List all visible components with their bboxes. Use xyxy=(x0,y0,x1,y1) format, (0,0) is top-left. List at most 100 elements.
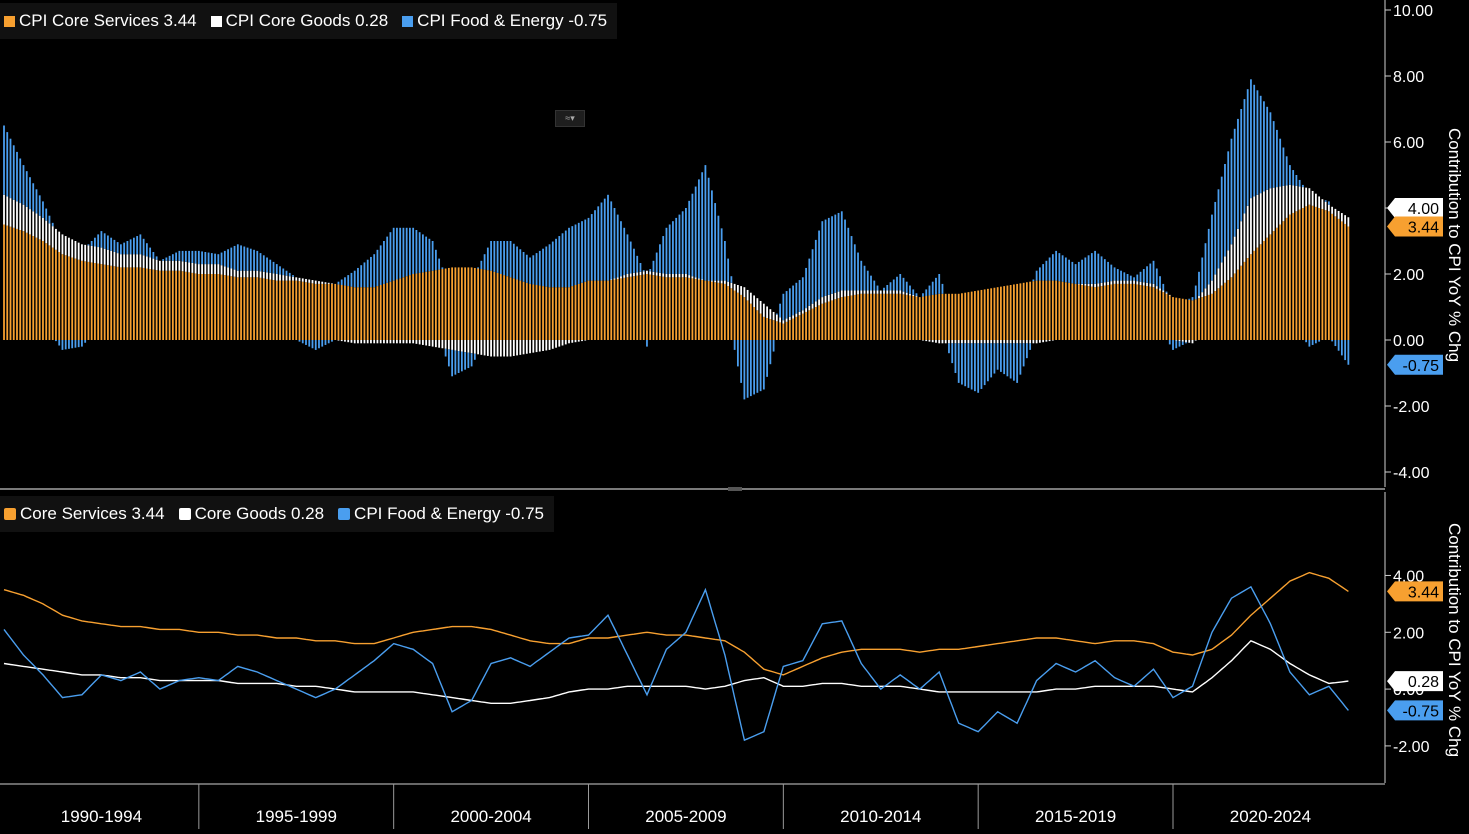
bar-core-goods xyxy=(561,340,564,346)
bar-core-goods xyxy=(818,299,820,306)
bar-core-goods xyxy=(655,272,658,276)
bar-core-services xyxy=(405,276,408,340)
panel-resize-handle[interactable] xyxy=(728,487,742,491)
bar-food-energy xyxy=(1032,279,1035,282)
bar-core-services xyxy=(1084,285,1087,340)
bar-core-services xyxy=(1103,285,1106,340)
legend-item-core-goods[interactable]: CPI Core Goods 0.28 xyxy=(210,11,388,31)
x-tick-label: 2020-2024 xyxy=(1230,807,1311,826)
bar-core-services xyxy=(55,249,57,340)
bar-core-goods xyxy=(194,263,197,274)
bar-core-services xyxy=(1071,283,1074,340)
bar-food-energy xyxy=(509,241,512,278)
bar-core-services xyxy=(1165,293,1168,340)
bar-core-services xyxy=(905,294,908,340)
bar-food-energy xyxy=(171,254,174,261)
bar-core-services xyxy=(506,276,509,340)
bar-core-goods xyxy=(785,318,788,322)
bar-food-energy xyxy=(269,259,272,273)
bar-food-energy xyxy=(1237,118,1239,229)
bar-food-energy xyxy=(831,216,833,294)
bar-core-goods xyxy=(418,340,421,345)
bar-core-goods xyxy=(314,280,317,284)
bar-core-goods xyxy=(1136,281,1139,285)
bar-core-goods xyxy=(107,249,109,266)
bar-food-energy xyxy=(376,249,379,287)
bar-food-energy xyxy=(1146,266,1148,283)
bar-core-services xyxy=(847,296,850,340)
bar-food-energy xyxy=(370,256,372,288)
bar-core-services xyxy=(454,267,457,340)
bar-core-goods xyxy=(477,340,479,355)
bar-food-energy xyxy=(886,285,889,291)
bar-food-energy xyxy=(821,221,824,298)
bar-food-energy xyxy=(1289,165,1291,185)
bar-food-energy xyxy=(948,343,950,354)
bar-core-services xyxy=(876,293,879,340)
bar-food-energy xyxy=(84,340,87,343)
bar-core-services xyxy=(909,295,911,340)
bar-core-goods xyxy=(357,340,359,344)
bar-food-energy xyxy=(1266,106,1269,190)
bar-core-goods xyxy=(1188,340,1191,343)
bar-core-services xyxy=(145,268,148,340)
bar-food-energy xyxy=(633,248,635,273)
bar-core-goods xyxy=(529,340,531,354)
bar-core-services xyxy=(191,272,194,340)
bar-food-energy xyxy=(788,288,791,317)
bar-core-goods xyxy=(584,340,587,341)
bar-core-services xyxy=(483,269,486,340)
chart-type-dropdown[interactable]: ≈▾ xyxy=(555,110,585,127)
legend-item-core-services[interactable]: CPI Core Services 3.44 xyxy=(4,11,197,31)
bar-core-goods xyxy=(438,340,441,348)
bar-core-goods xyxy=(383,340,385,344)
bar-food-energy xyxy=(775,313,778,315)
bar-food-energy xyxy=(636,255,639,273)
bar-food-energy xyxy=(857,252,859,291)
bar-core-goods xyxy=(753,295,756,307)
bar-core-services xyxy=(262,278,265,340)
bar-core-services xyxy=(347,286,350,340)
bar-food-energy xyxy=(486,247,489,271)
bar-core-goods xyxy=(1250,198,1252,255)
bar-core-services xyxy=(402,277,405,340)
bar-core-services xyxy=(126,267,129,340)
bar-core-services xyxy=(1266,237,1269,340)
legend-item-core-services[interactable]: Core Services 3.44 xyxy=(4,504,165,524)
bar-core-services xyxy=(350,286,353,340)
bar-core-services xyxy=(607,280,609,340)
bar-core-goods xyxy=(1087,283,1090,287)
bar-food-energy xyxy=(665,227,668,274)
bar-core-services xyxy=(711,281,713,340)
bar-core-goods xyxy=(74,241,77,259)
bar-core-services xyxy=(139,267,142,340)
legend-item-core-goods[interactable]: Core Goods 0.28 xyxy=(178,504,324,524)
bar-core-services xyxy=(42,241,44,340)
bar-food-energy xyxy=(389,232,392,282)
bar-food-energy xyxy=(145,243,148,257)
legend-item-food-energy[interactable]: CPI Food & Energy -0.75 xyxy=(338,504,544,524)
bar-food-energy xyxy=(467,352,470,369)
bar-core-goods xyxy=(701,279,704,281)
bar-core-services xyxy=(792,318,794,340)
bar-food-energy xyxy=(35,189,38,214)
bar-core-goods xyxy=(158,260,161,271)
bar-core-services xyxy=(129,267,132,340)
bar-food-energy xyxy=(935,277,937,295)
bar-core-services xyxy=(1237,269,1239,340)
bar-core-services xyxy=(12,227,15,340)
bar-food-energy xyxy=(1324,200,1327,202)
bar-core-goods xyxy=(1337,210,1340,219)
bar-food-energy xyxy=(564,230,567,288)
bar-core-goods xyxy=(133,254,135,268)
bar-core-services xyxy=(214,274,216,340)
bar-core-goods xyxy=(496,340,499,357)
bar-food-energy xyxy=(1230,138,1233,245)
bar-core-services xyxy=(158,270,161,340)
bar-core-goods xyxy=(538,340,541,352)
bar-food-energy xyxy=(1016,343,1019,383)
bar-food-energy xyxy=(1074,264,1077,284)
y-tick-label: -2.00 xyxy=(1393,739,1430,756)
bar-core-services xyxy=(558,287,561,340)
legend-item-food-energy[interactable]: CPI Food & Energy -0.75 xyxy=(402,11,607,31)
